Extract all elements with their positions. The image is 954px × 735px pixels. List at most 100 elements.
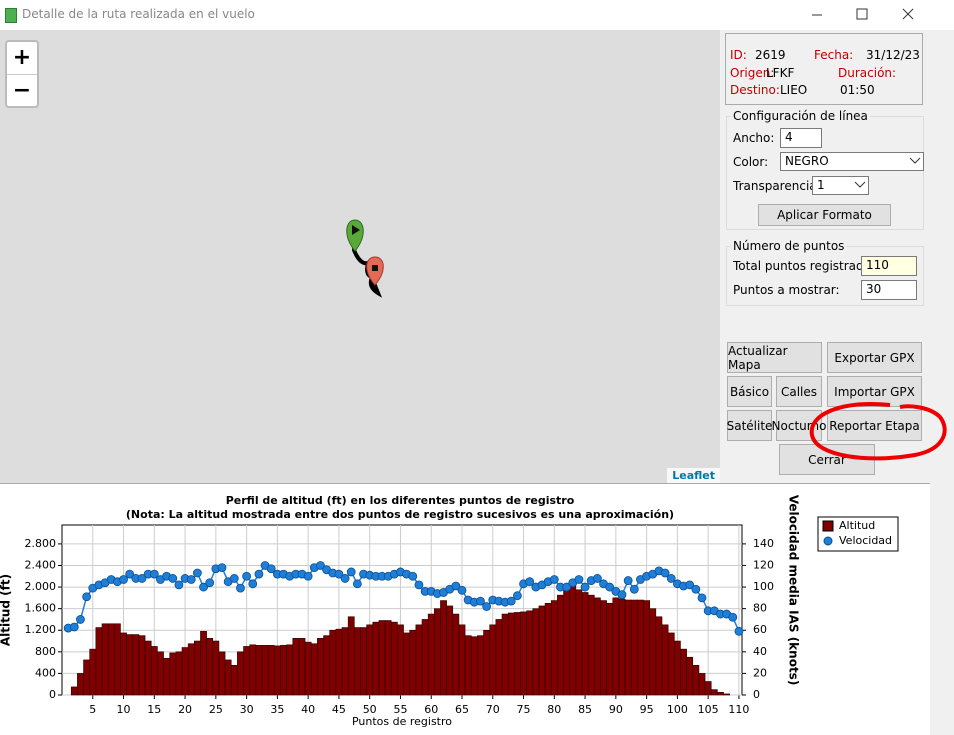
legend-swatch <box>823 536 833 546</box>
streets-button[interactable]: Calles <box>776 376 822 407</box>
update-map-button[interactable]: Actualizar Mapa <box>727 342 822 373</box>
altitude-bar <box>507 612 515 696</box>
altitude-bar <box>360 627 367 696</box>
altitude-bar <box>600 600 607 696</box>
show-label: Puntos a mostrar: <box>733 283 840 297</box>
altitude-bar <box>514 612 521 696</box>
velocity-point <box>549 575 559 584</box>
altitude-bar <box>680 648 687 696</box>
altitude-bar <box>427 613 435 696</box>
report-button[interactable]: Reportar Etapa <box>827 410 922 441</box>
x-tick-label: 70 <box>486 703 500 716</box>
altitude-bar <box>470 636 478 696</box>
id-label: ID: <box>730 48 747 62</box>
total-label: Total puntos registrados: <box>733 259 882 273</box>
velocity-point <box>119 575 128 584</box>
velocity-point <box>242 571 252 581</box>
altitude-bar <box>526 610 534 696</box>
altitude-bar <box>286 644 294 696</box>
legend-swatch <box>822 520 834 532</box>
y2-tick-label: 20 <box>753 666 767 679</box>
velocity-point <box>685 580 695 590</box>
color-select[interactable]: NEGRO <box>780 152 924 171</box>
altitude-bar <box>624 599 632 696</box>
y2-tick-label: 120 <box>753 558 774 571</box>
satellite-button[interactable]: Satélite <box>727 410 772 441</box>
velocity-point <box>248 579 258 589</box>
x-tick-label: 95 <box>640 703 654 716</box>
velocity-point <box>660 568 670 578</box>
altitude-bar <box>458 624 466 696</box>
altitude-bar <box>477 635 484 696</box>
altitude-bar <box>378 620 386 696</box>
altitude-bar <box>557 594 564 696</box>
destination: LIEO <box>780 83 808 97</box>
altitude-bar <box>606 602 614 696</box>
velocity-point <box>457 585 467 595</box>
altitude-bar <box>692 665 700 696</box>
import-gpx-button[interactable]: Importar GPX <box>827 376 922 407</box>
altitude-bar <box>618 598 626 696</box>
velocity-point <box>174 580 184 590</box>
basic-button[interactable]: Básico <box>727 376 772 407</box>
altitude-bar <box>397 624 404 696</box>
zoom-out[interactable]: − <box>12 78 32 103</box>
duration: 01:50 <box>840 83 875 97</box>
y2-tick-label: 40 <box>753 645 767 658</box>
dropdown-arrow <box>909 157 921 164</box>
map[interactable]: + − Leaflet <box>0 30 720 483</box>
x-tick-label: 20 <box>178 703 192 716</box>
x-tick-label: 80 <box>547 703 561 716</box>
altitude-bar <box>667 632 675 696</box>
window-controls[interactable] <box>800 0 930 30</box>
config-title: Configuración de línea <box>731 109 870 123</box>
altitude-bar <box>575 589 583 696</box>
info-box <box>725 33 923 105</box>
width-input[interactable]: 4 <box>780 128 822 148</box>
chart: Perfil de altitud (ft) en los diferentes… <box>0 494 899 728</box>
show-input[interactable]: 30 <box>861 280 917 300</box>
velocity-point <box>137 574 147 583</box>
legend-label: Velocidad <box>839 534 892 547</box>
y-tick-label: 400 <box>35 666 56 679</box>
zoom-in[interactable]: + <box>7 42 37 75</box>
altitude-bar <box>440 600 447 696</box>
altitude-bar <box>157 651 164 696</box>
altitude-bar <box>292 638 300 696</box>
altitude-bar <box>230 665 238 696</box>
y-tick-label: 1.200 <box>25 623 57 636</box>
velocity-point <box>629 584 639 594</box>
apply-button[interactable]: Aplicar Formato <box>758 204 891 226</box>
altitude-bar <box>710 689 718 696</box>
altitude-bar <box>446 605 454 696</box>
export-gpx-button[interactable]: Exportar GPX <box>827 342 922 373</box>
id: 2619 <box>755 48 786 62</box>
zoom-control: + − <box>5 40 39 108</box>
altitude-bar <box>452 613 460 696</box>
altitude-bar <box>643 600 650 696</box>
altitude-bar <box>372 621 380 696</box>
altitude-bar <box>150 646 158 696</box>
attribution[interactable]: Leaflet <box>667 468 720 483</box>
altitude-bar <box>237 651 244 696</box>
altitude-bar <box>366 624 374 696</box>
origin-label: Origen: <box>730 66 775 80</box>
velocity-point <box>562 582 572 592</box>
y2-tick-label: 60 <box>753 623 767 636</box>
velocity-point <box>217 563 227 573</box>
x-tick-label: 40 <box>301 703 315 716</box>
y-tick-label: 1.600 <box>25 602 57 615</box>
transparency-select[interactable]: 1 <box>812 176 869 195</box>
altitude-bar <box>569 584 577 696</box>
altitude-bar <box>489 624 497 696</box>
altitude-bar <box>310 643 318 696</box>
x-tick-label: 35 <box>270 703 284 716</box>
altitude-bar <box>403 632 410 696</box>
velocity-point <box>512 591 522 601</box>
total-input[interactable]: 110 <box>861 256 917 276</box>
altitude-bar <box>132 634 140 696</box>
altitude-bar <box>335 628 343 696</box>
altitude-bar <box>434 608 441 696</box>
velocity-point <box>205 578 215 588</box>
